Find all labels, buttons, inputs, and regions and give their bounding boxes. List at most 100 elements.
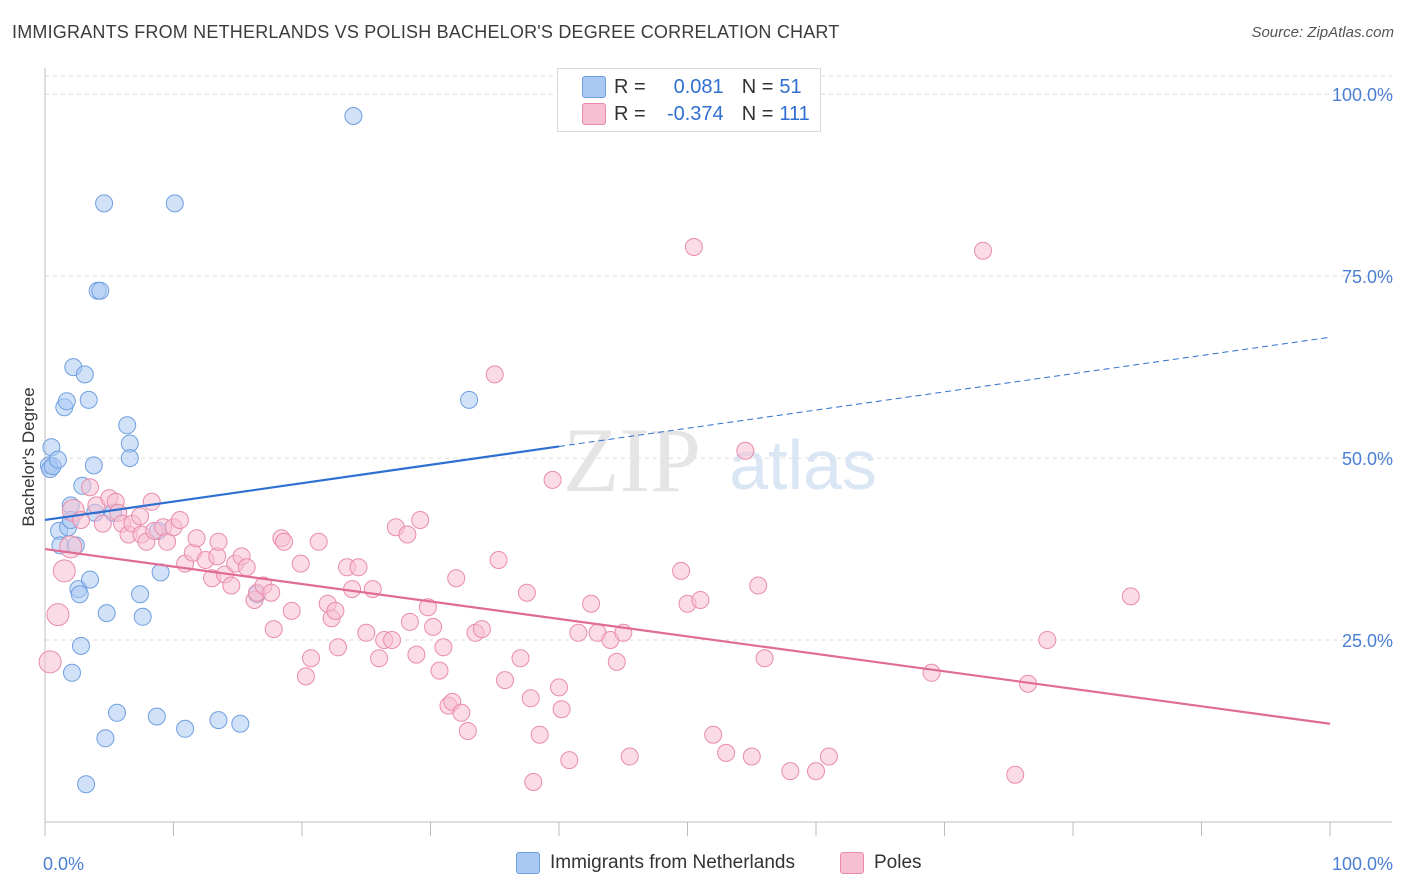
poles-point bbox=[1038, 631, 1057, 649]
poles-point bbox=[434, 638, 453, 657]
poles-point bbox=[262, 583, 281, 602]
netherlands-point bbox=[231, 714, 250, 733]
poles-point bbox=[237, 558, 256, 577]
netherlands-point bbox=[70, 585, 89, 604]
poles-point bbox=[170, 511, 189, 529]
poles-point bbox=[131, 507, 150, 526]
axis-labels: 25.0% 50.0% 75.0% 100.0% 0.0% 100.0% Bachelor'… bbox=[19, 85, 1393, 874]
netherlands-point bbox=[176, 719, 195, 738]
poles-point bbox=[93, 514, 112, 533]
poles-point bbox=[282, 601, 301, 620]
poles-point bbox=[326, 601, 345, 620]
poles-point bbox=[418, 598, 437, 617]
poles-point bbox=[411, 511, 430, 529]
netherlands-point bbox=[96, 729, 115, 748]
poles-point bbox=[329, 638, 347, 657]
poles-point bbox=[517, 583, 536, 602]
poles-point bbox=[717, 743, 736, 762]
source-label: Source: ZipAtlas.com bbox=[1251, 24, 1394, 41]
netherlands-point bbox=[131, 585, 150, 604]
poles-point bbox=[46, 603, 70, 627]
poles-point bbox=[569, 623, 588, 642]
legend-item-poles[interactable]: Poles bbox=[840, 852, 922, 874]
poles-point bbox=[187, 529, 206, 548]
netherlands-swatch bbox=[516, 852, 540, 874]
chart-title: IMMIGRANTS FROM NETHERLANDS VS POLISH BA… bbox=[12, 22, 840, 42]
poles-point bbox=[400, 612, 419, 631]
r-value: 0.081 bbox=[673, 75, 724, 98]
poles-point bbox=[275, 532, 293, 551]
netherlands-point bbox=[79, 390, 98, 409]
poles-point bbox=[530, 725, 549, 744]
poles-point bbox=[560, 751, 579, 770]
legend-label-netherlands: Immigrants from Netherlands bbox=[550, 852, 795, 873]
poles-point bbox=[749, 576, 768, 595]
trend-lines bbox=[44, 336, 1331, 725]
netherlands-point bbox=[84, 456, 103, 475]
netherlands-point bbox=[165, 194, 184, 213]
poles-point bbox=[511, 649, 530, 668]
y-tick-label: 50.0% bbox=[1342, 449, 1393, 469]
watermark-zip: ZIP bbox=[563, 409, 701, 511]
n-value: 51 bbox=[779, 75, 802, 98]
watermark-atlas: atlas bbox=[729, 426, 877, 504]
poles-point bbox=[489, 551, 508, 569]
poles-point bbox=[407, 645, 426, 664]
poles-point bbox=[424, 617, 443, 636]
r-label: R = bbox=[614, 102, 646, 125]
poles-point bbox=[209, 532, 228, 551]
netherlands-point bbox=[91, 281, 110, 300]
poles-point bbox=[38, 650, 62, 674]
poles-point bbox=[807, 762, 825, 781]
poles-point bbox=[398, 525, 417, 544]
poles-point bbox=[291, 554, 310, 573]
poles-point bbox=[736, 441, 755, 460]
poles-point bbox=[485, 365, 504, 384]
n-label: N = bbox=[741, 102, 774, 125]
series-legend: Immigrants from Netherlands Poles bbox=[0, 852, 1406, 878]
poles-point bbox=[452, 703, 471, 722]
netherlands-point bbox=[95, 194, 114, 213]
netherlands-trend-line bbox=[44, 445, 560, 522]
poles-point bbox=[552, 700, 571, 719]
poles-point bbox=[607, 652, 626, 671]
stats-legend: R = 0.081 N = 51 R = -0.374 N = 111 bbox=[557, 68, 821, 132]
poles-trend-line bbox=[44, 547, 1331, 725]
netherlands-point bbox=[344, 107, 363, 125]
poles-point bbox=[370, 649, 389, 668]
poles-point bbox=[521, 689, 540, 708]
y-tick-label: 75.0% bbox=[1342, 267, 1393, 287]
y-tick-label: 25.0% bbox=[1342, 631, 1393, 651]
poles-point bbox=[52, 559, 76, 583]
netherlands-point bbox=[133, 607, 152, 626]
poles-point bbox=[458, 722, 477, 740]
poles-point bbox=[447, 569, 466, 588]
poles-point bbox=[264, 620, 283, 639]
poles-point bbox=[543, 470, 562, 489]
netherlands-point bbox=[72, 636, 90, 655]
netherlands-point bbox=[460, 390, 479, 409]
poles-point bbox=[496, 671, 514, 690]
poles-point bbox=[383, 631, 401, 649]
poles-point bbox=[819, 747, 838, 766]
netherlands-point bbox=[81, 570, 99, 589]
poles-point bbox=[684, 238, 703, 256]
y-axis-label: Bachelor's Degree bbox=[19, 387, 38, 526]
poles-point bbox=[309, 532, 328, 551]
netherlands-point bbox=[97, 604, 116, 623]
stats-row-netherlands: R = 0.081 N = 51 bbox=[582, 74, 802, 100]
netherlands-trend-extension bbox=[558, 336, 1331, 447]
netherlands-point bbox=[120, 449, 139, 468]
poles-point bbox=[550, 678, 568, 697]
watermark: ZIP atlas bbox=[563, 409, 877, 511]
r-label: R = bbox=[614, 75, 646, 98]
n-value: 111 bbox=[779, 102, 810, 125]
poles-point bbox=[974, 241, 992, 260]
poles-point bbox=[222, 576, 241, 595]
x-tick-label: 100.0% bbox=[1332, 854, 1393, 874]
poles-point bbox=[1006, 765, 1025, 784]
poles-point bbox=[524, 773, 543, 791]
r-value: -0.374 bbox=[666, 102, 724, 125]
legend-item-netherlands[interactable]: Immigrants from Netherlands bbox=[516, 852, 795, 874]
